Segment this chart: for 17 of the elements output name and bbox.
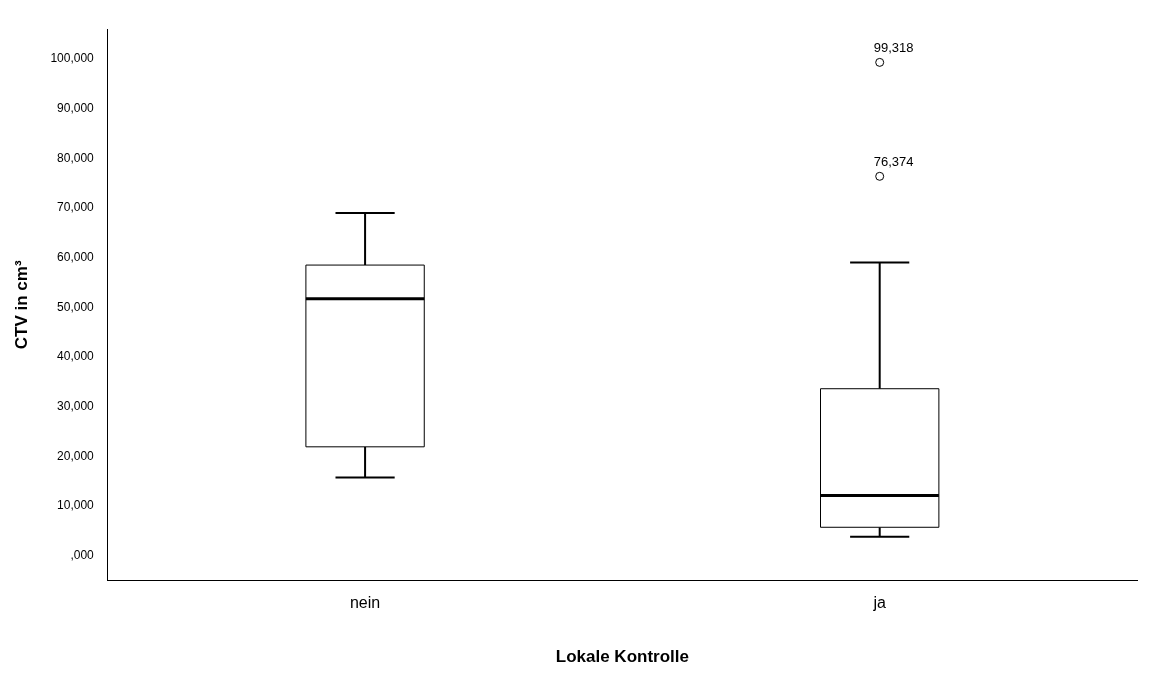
y-tick-label: 10,000 (57, 498, 95, 513)
y-tick-label: 90,000 (57, 100, 95, 115)
x-axis-title: Lokale Kontrolle (555, 647, 689, 667)
y-axis-title: CTV in cm³ (11, 260, 31, 350)
annotation: 76,374 (873, 154, 914, 170)
y-tick-label: 40,000 (57, 349, 95, 364)
x-tick-label: ja (872, 594, 887, 612)
y-tick-label: 60,000 (57, 249, 95, 264)
y-tick-label: 50,000 (57, 299, 95, 314)
y-tick-label: 70,000 (57, 200, 95, 215)
y-tick-label: 100,000 (50, 51, 95, 66)
y-tick-label: 20,000 (57, 448, 95, 463)
annotation: 99,318 (873, 40, 914, 56)
y-tick-label: 80,000 (57, 150, 95, 165)
y-tick-label: 30,000 (57, 398, 95, 413)
y-tick-label: ,000 (70, 547, 95, 562)
x-tick-label: nein (349, 594, 381, 612)
